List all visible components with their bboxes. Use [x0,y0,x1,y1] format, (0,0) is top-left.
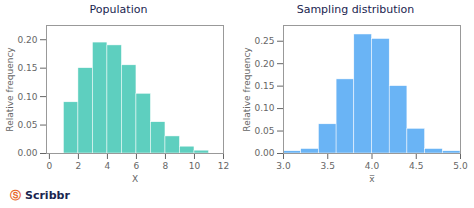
svg-text:4: 4 [105,161,111,171]
svg-text:3.5: 3.5 [321,161,335,171]
svg-text:0.00: 0.00 [17,148,37,158]
svg-text:4.0: 4.0 [365,161,380,171]
svg-text:4.5: 4.5 [409,161,423,171]
svg-text:x̅: x̅ [369,174,375,184]
svg-text:0.00: 0.00 [254,148,274,158]
svg-text:0.20: 0.20 [17,35,37,45]
svg-text:5.0: 5.0 [453,161,468,171]
svg-text:10: 10 [189,161,201,171]
html-text:Sampling distribution: Sampling distribution [296,3,415,16]
svg-text:Relative frequency: Relative frequency [242,47,252,132]
svg-text:0.20: 0.20 [254,59,274,69]
svg-text:2: 2 [76,161,82,171]
html-text:Ⓢ Scribbr: Ⓢ Scribbr [10,189,70,202]
svg-text:0: 0 [47,161,53,171]
svg-text:0.05: 0.05 [254,126,274,136]
svg-text:Relative frequency: Relative frequency [5,47,15,132]
svg-text:0.10: 0.10 [254,103,274,113]
svg-text:X: X [132,174,138,184]
svg-text:6: 6 [134,161,140,171]
svg-text:8: 8 [163,161,169,171]
svg-text:0.15: 0.15 [17,63,37,73]
svg-text:0.25: 0.25 [254,36,274,46]
svg-text:0.10: 0.10 [17,91,37,101]
svg-text:3.0: 3.0 [276,161,291,171]
html-text:Population: Population [89,3,148,16]
svg-text:12: 12 [218,161,229,171]
svg-text:0.15: 0.15 [254,81,274,91]
svg-text:0.05: 0.05 [17,120,37,130]
